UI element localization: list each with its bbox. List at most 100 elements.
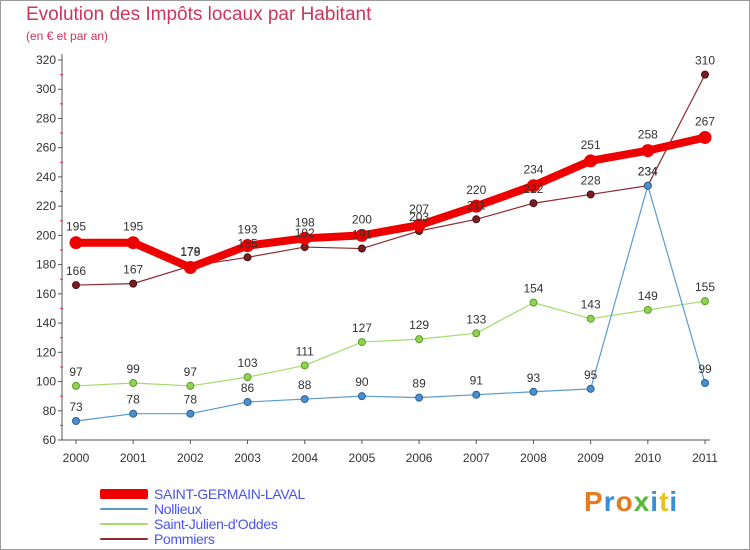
data-label: 91: [470, 374, 484, 388]
data-label: 220: [466, 183, 486, 197]
data-point: [415, 335, 424, 344]
data-point: [412, 218, 426, 232]
data-label: 203: [409, 210, 429, 224]
data-point: [355, 228, 369, 242]
data-label: 88: [298, 378, 312, 392]
data-label: 191: [352, 228, 372, 242]
data-point: [526, 179, 540, 193]
y-tick-label: 100: [36, 375, 56, 389]
data-point: [529, 387, 538, 396]
data-point: [415, 393, 424, 402]
data-point: [529, 199, 538, 208]
data-point: [701, 379, 709, 387]
y-tick-label: 200: [36, 228, 56, 242]
data-label: 154: [523, 282, 543, 296]
data-label: 178: [180, 245, 200, 259]
x-tick-label: 2007: [463, 451, 490, 465]
data-point: [243, 398, 252, 406]
data-point: [72, 381, 80, 390]
data-label: 195: [123, 220, 143, 234]
line-chart: 60 80 100 120 140 160 180 200 220 240 260 280 300 320…: [36, 53, 718, 465]
chart-subtitle: (en € et par an): [26, 29, 109, 43]
data-point: [643, 181, 652, 190]
data-point: [586, 384, 595, 393]
legend-swatch: [100, 488, 148, 499]
data-point: [300, 395, 309, 404]
data-point: [641, 144, 655, 158]
legend-label: Nollieux: [154, 500, 202, 517]
legend-item: Pommiers: [100, 530, 305, 547]
legend-swatch: [100, 537, 148, 540]
data-label: 86: [241, 381, 255, 395]
data-label: 103: [238, 356, 258, 370]
data-point: [241, 239, 255, 253]
data-point: [186, 381, 195, 390]
data-label: 234: [638, 165, 658, 179]
data-label: 97: [184, 365, 198, 379]
data-label: 127: [352, 321, 372, 335]
data-label: 179: [180, 245, 200, 259]
data-point: [472, 215, 481, 224]
data-label: 195: [66, 220, 86, 234]
data-point: [129, 379, 138, 387]
data-label: 166: [66, 264, 86, 278]
y-tick-label: 120: [36, 345, 56, 359]
x-tick-label: 2002: [177, 451, 204, 465]
logo-letter: r: [603, 486, 616, 517]
y-tick-label: 60: [43, 433, 57, 447]
series-line-1: [75, 185, 706, 422]
x-tick-label: 2003: [234, 451, 261, 465]
data-point: [586, 314, 595, 323]
logo-letter: i: [669, 486, 679, 517]
y-tick-label: 300: [36, 82, 56, 96]
y-tick-label: 240: [36, 170, 56, 184]
data-label: 234: [638, 165, 658, 179]
data-label: 93: [527, 371, 541, 385]
data-label: 99: [698, 362, 712, 376]
data-label: 251: [581, 138, 601, 152]
legend-item: Saint-Julien-d'Oddes: [100, 516, 305, 532]
data-label: 99: [127, 362, 141, 376]
data-label: 167: [123, 263, 143, 277]
x-tick-label: 2000: [63, 451, 90, 465]
y-tick-label: 160: [36, 287, 56, 301]
data-label: 200: [352, 212, 372, 226]
data-label: 133: [466, 312, 486, 326]
data-point: [643, 305, 652, 314]
logo-letter: i: [650, 486, 660, 517]
data-label: 198: [295, 215, 315, 229]
legend-label: SAINT-GERMAIN-LAVAL: [154, 485, 305, 502]
data-label: 89: [412, 377, 426, 391]
data-point: [129, 279, 138, 288]
legend-swatch: [100, 507, 148, 510]
logo-letter: P: [584, 486, 604, 517]
data-point: [126, 236, 140, 250]
data-point: [472, 390, 481, 399]
data-label: 267: [695, 114, 715, 128]
legend-label: Pommiers: [154, 530, 215, 547]
y-tick-label: 140: [36, 316, 56, 330]
data-label: 78: [184, 393, 198, 407]
data-point: [586, 190, 595, 199]
data-point: [69, 236, 83, 250]
data-point: [357, 244, 366, 253]
data-label: 111: [296, 344, 315, 358]
y-tick-label: 260: [36, 141, 56, 155]
data-point: [701, 70, 709, 79]
data-point: [186, 409, 195, 418]
data-point: [357, 392, 366, 401]
legend-item: SAINT-GERMAIN-LAVAL: [100, 485, 305, 502]
data-point: [300, 361, 309, 370]
data-point: [357, 338, 366, 347]
x-tick-label: 2009: [577, 451, 604, 465]
data-point: [469, 199, 483, 213]
data-label: 192: [295, 226, 315, 240]
data-label: 234: [523, 163, 543, 177]
data-label: 193: [238, 223, 258, 237]
data-point: [72, 281, 80, 290]
data-label: 90: [355, 375, 369, 389]
data-point: [701, 297, 709, 306]
data-point: [698, 130, 712, 144]
data-label: 185: [238, 236, 258, 250]
logo-letter: x: [633, 486, 651, 517]
